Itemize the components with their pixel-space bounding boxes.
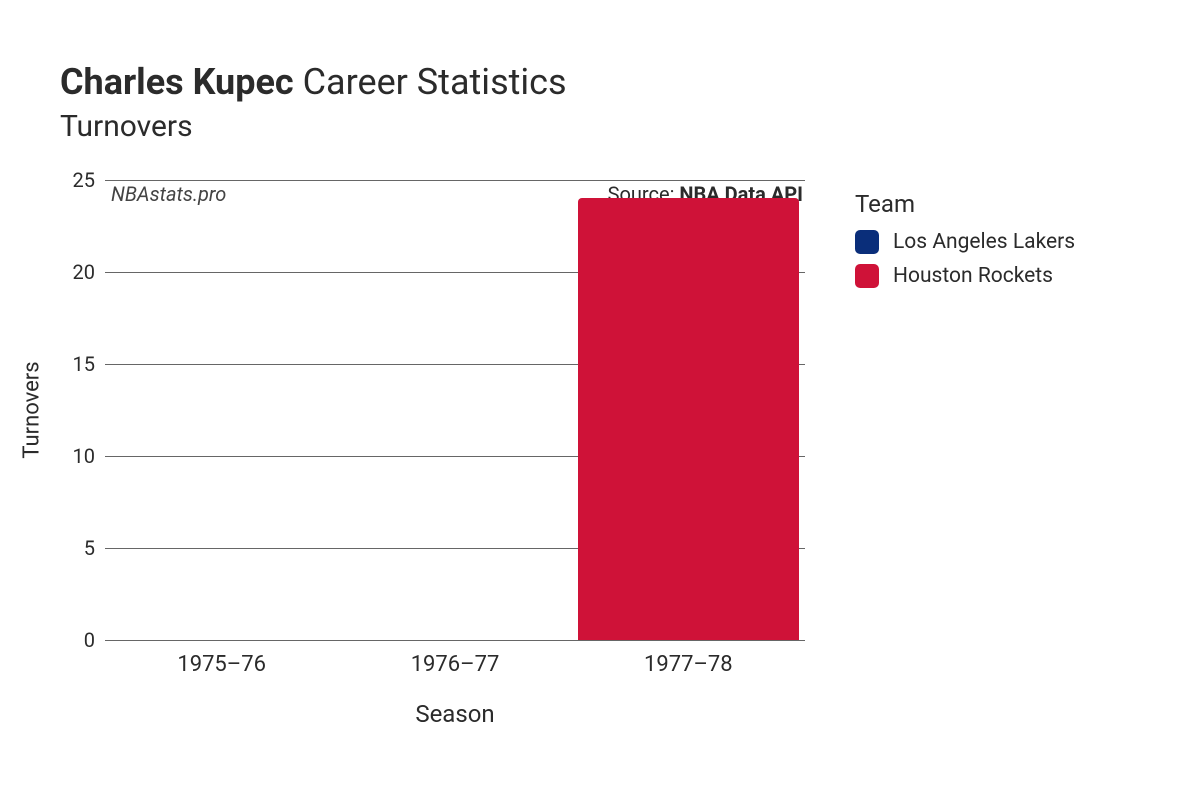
x-tick-label: 1975–76 xyxy=(177,640,266,677)
legend-label: Los Angeles Lakers xyxy=(893,230,1075,254)
title-suffix: Career Statistics xyxy=(303,61,567,103)
chart-title: Charles Kupec Career Statistics xyxy=(60,60,567,105)
plot-area: NBAstats.pro Source: NBA Data API 051015… xyxy=(105,180,805,640)
y-tick-label: 20 xyxy=(73,260,105,284)
legend-swatch xyxy=(855,230,879,254)
y-tick-label: 10 xyxy=(73,444,105,468)
y-axis-label: Turnovers xyxy=(20,361,45,458)
y-tick-label: 5 xyxy=(84,536,105,560)
y-tick-label: 25 xyxy=(73,168,105,192)
player-name: Charles Kupec xyxy=(60,61,294,103)
chart-container: Charles Kupec Career Statistics Turnover… xyxy=(0,0,1200,800)
y-tick-label: 15 xyxy=(73,352,105,376)
x-tick-label: 1976–77 xyxy=(411,640,500,677)
legend-swatch xyxy=(855,264,879,288)
legend-title: Team xyxy=(855,190,1075,218)
x-tick-label: 1977–78 xyxy=(644,640,733,677)
bar xyxy=(578,198,800,640)
chart-subtitle: Turnovers xyxy=(60,109,567,144)
plot-inner: NBAstats.pro Source: NBA Data API 051015… xyxy=(105,180,805,640)
y-tick-label: 0 xyxy=(84,628,105,652)
watermark-text: NBAstats.pro xyxy=(111,182,226,206)
title-block: Charles Kupec Career Statistics Turnover… xyxy=(60,60,567,144)
legend-label: Houston Rockets xyxy=(893,264,1053,288)
legend-items: Los Angeles Lakers Houston Rockets xyxy=(855,230,1075,288)
gridline xyxy=(105,180,805,181)
legend: Team Los Angeles Lakers Houston Rockets xyxy=(855,190,1075,298)
legend-item: Houston Rockets xyxy=(855,264,1075,288)
x-axis-label: Season xyxy=(415,700,494,728)
legend-item: Los Angeles Lakers xyxy=(855,230,1075,254)
